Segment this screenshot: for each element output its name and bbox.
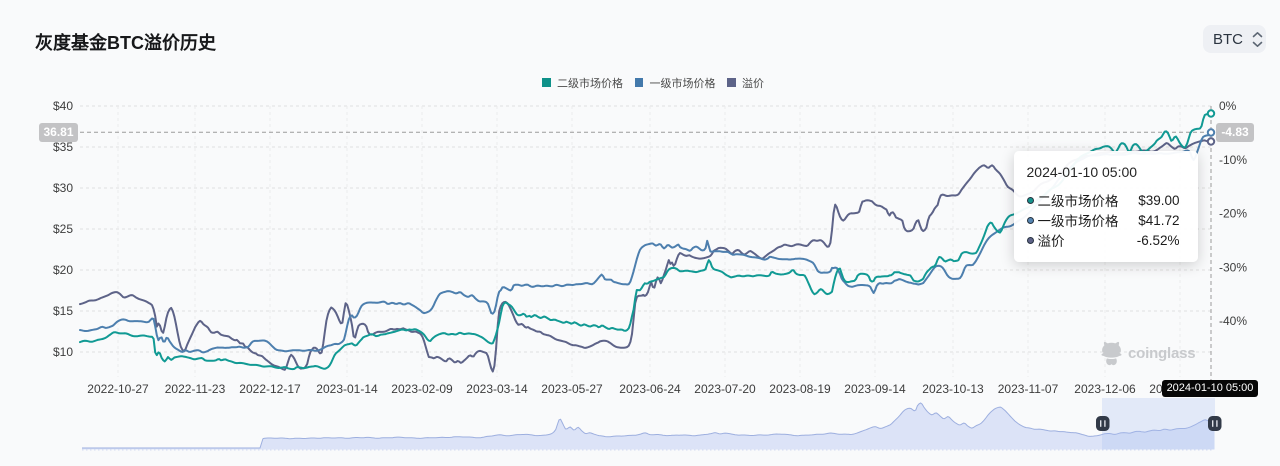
svg-text:2023-01-14: 2023-01-14	[316, 382, 378, 396]
svg-text:$25: $25	[53, 222, 73, 236]
svg-text:2023-05-27: 2023-05-27	[541, 382, 603, 396]
svg-text:$35: $35	[53, 140, 73, 154]
svg-text:$15: $15	[53, 304, 73, 318]
svg-text:2023-08-19: 2023-08-19	[769, 382, 831, 396]
svg-text:-20%: -20%	[1219, 207, 1247, 221]
svg-text:2022-12-17: 2022-12-17	[239, 382, 301, 396]
svg-text:-10%: -10%	[1219, 153, 1247, 167]
svg-text:2023-10-13: 2023-10-13	[922, 382, 984, 396]
svg-text:-30%: -30%	[1219, 260, 1247, 274]
svg-text:2023-09-14: 2023-09-14	[844, 382, 906, 396]
svg-text:-40%: -40%	[1219, 314, 1247, 328]
svg-text:2023-07-20: 2023-07-20	[694, 382, 756, 396]
svg-text:2022-11-23: 2022-11-23	[165, 382, 226, 396]
svg-text:2023-03-14: 2023-03-14	[466, 382, 528, 396]
svg-text:2023-02-09: 2023-02-09	[391, 382, 453, 396]
svg-text:2023-06-24: 2023-06-24	[619, 382, 681, 396]
svg-text:$40: $40	[53, 99, 73, 113]
svg-text:$30: $30	[53, 181, 73, 195]
svg-text:2023-11-07: 2023-11-07	[998, 382, 1059, 396]
svg-text:0%: 0%	[1219, 99, 1237, 113]
svg-text:2022-10-27: 2022-10-27	[87, 382, 149, 396]
svg-text:$20: $20	[53, 263, 73, 277]
svg-text:2023-12-06: 2023-12-06	[1074, 382, 1136, 396]
svg-text:$10: $10	[53, 345, 73, 359]
